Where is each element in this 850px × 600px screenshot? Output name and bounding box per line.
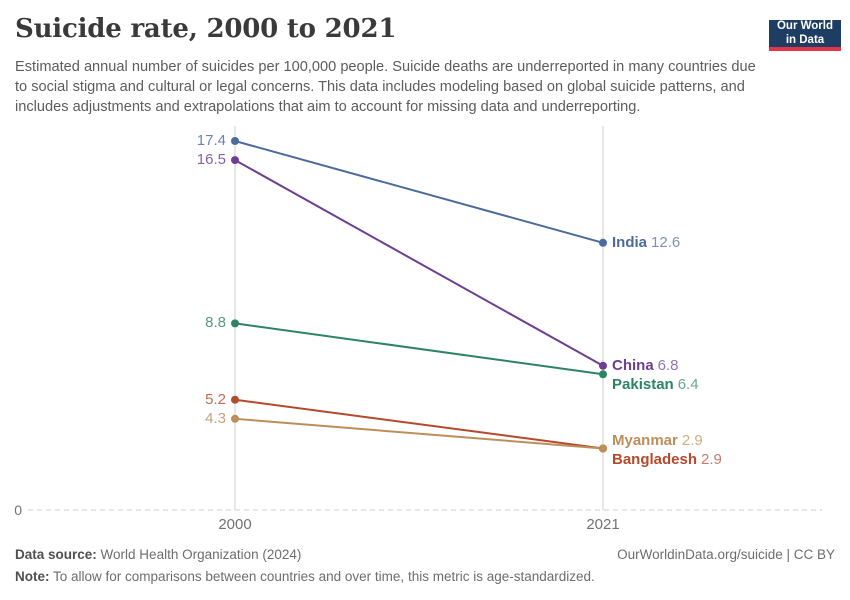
series-end-label-bangladesh: Bangladesh 2.9 (612, 450, 722, 468)
series-start-label-pakistan: 8.8 (205, 314, 226, 332)
series-start-label-myanmar: 4.3 (205, 409, 226, 427)
note-label: Note: (15, 568, 50, 584)
series-line-bangladesh (234, 398, 604, 450)
series-dot-bangladesh-2000 (231, 395, 239, 404)
series-start-label-china: 16.5 (196, 151, 226, 169)
y-axis-zero-label: 0 (14, 502, 22, 518)
series-dot-india-2021 (599, 238, 607, 247)
note-value: To allow for comparisons between countri… (53, 568, 595, 584)
series-end-label-china: China 6.8 (612, 356, 679, 374)
series-end-label-myanmar: Myanmar 2.9 (612, 431, 703, 449)
owid-logo-line2: in Data (785, 33, 825, 46)
series-dot-pakistan-2000 (231, 319, 239, 328)
series-line-china (234, 159, 604, 367)
x-tick-2000: 2000 (218, 516, 252, 533)
series-dot-myanmar-2021 (599, 444, 607, 453)
owid-logo[interactable]: Our World in Data (769, 20, 841, 51)
series-dot-india-2000 (231, 137, 239, 145)
credit-link[interactable]: OurWorldinData.org/suicide | CC BY (617, 547, 835, 562)
series-start-label-bangladesh: 5.2 (205, 390, 226, 408)
series-dot-myanmar-2000 (231, 414, 239, 423)
x-tick-2021: 2021 (586, 516, 620, 533)
data-source-value: World Health Organization (2024) (100, 547, 302, 562)
data-source-line: Data source: World Health Organization (… (15, 544, 301, 566)
chart-footer: Data source: World Health Organization (… (15, 544, 835, 587)
series-line-india (234, 140, 604, 244)
owid-logo-line1: Our World (776, 19, 833, 32)
series-dot-pakistan-2021 (599, 370, 607, 379)
series-line-pakistan (234, 322, 604, 376)
series-end-label-india: India 12.6 (612, 233, 681, 251)
data-source-label: Data source: (15, 547, 97, 562)
series-start-label-india: 17.4 (196, 132, 226, 149)
note-line: Note: To allow for comparisons between c… (15, 569, 595, 584)
series-dot-china-2021 (599, 361, 607, 370)
chart-subtitle: Estimated annual number of suicides per … (15, 59, 756, 116)
series-dot-china-2000 (231, 156, 239, 165)
series-end-label-pakistan: Pakistan 6.4 (612, 376, 699, 394)
series-line-myanmar (234, 417, 604, 450)
page-title: Suicide rate, 2000 to 2021 (15, 14, 397, 44)
